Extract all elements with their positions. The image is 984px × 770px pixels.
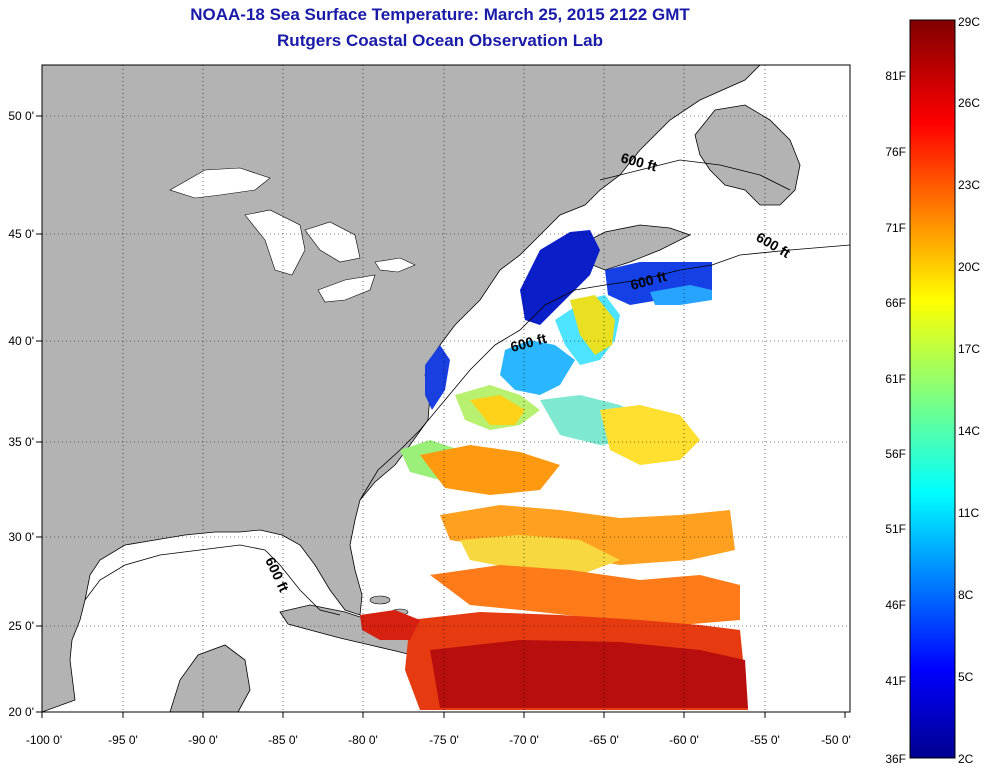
map-frame — [41, 64, 851, 713]
great-lakes — [169, 167, 416, 303]
axis-ticks — [36, 115, 846, 718]
newfoundland — [694, 104, 801, 206]
colorbar-f-label: 71F — [885, 221, 906, 235]
lon-tick-label: -75 0' — [429, 733, 459, 747]
lat-tick-label: 25 0' — [8, 619, 34, 633]
north-america-land — [42, 65, 761, 712]
lon-tick-label: -60 0' — [669, 733, 699, 747]
lon-tick-label: -95 0' — [108, 733, 138, 747]
lon-tick-label: -80 0' — [348, 733, 378, 747]
lat-axis-labels: 50 0' 45 0' 40 0' 35 0' 30 0' 25 0' 20 0… — [8, 109, 34, 719]
lat-tick-label: 45 0' — [8, 227, 34, 241]
lon-tick-label: -65 0' — [589, 733, 619, 747]
colorbar-c-label: 23C — [958, 178, 980, 192]
lon-tick-label: -55 0' — [750, 733, 780, 747]
colorbar-fahrenheit-labels: 81F 76F 71F 66F 61F 56F 51F 46F 41F 36F — [885, 69, 906, 766]
colorbar-f-label: 56F — [885, 447, 906, 461]
colorbar-celsius-labels: 29C 26C 23C 20C 17C 14C 11C 8C 5C 2C — [958, 15, 980, 766]
map-title: NOAA-18 Sea Surface Temperature: March 2… — [190, 5, 690, 24]
colorbar-f-label: 41F — [885, 674, 906, 688]
colorbar-f-label: 51F — [885, 522, 906, 536]
lon-tick-label: -85 0' — [268, 733, 298, 747]
colorbar-f-label: 46F — [885, 598, 906, 612]
colorbar-c-label: 29C — [958, 15, 980, 29]
lon-tick-label: -100 0' — [26, 733, 62, 747]
colorbar-f-label: 36F — [885, 752, 906, 766]
lat-tick-label: 35 0' — [8, 435, 34, 449]
lon-axis-labels: -100 0' -95 0' -90 0' -85 0' -80 0' -75 … — [26, 733, 851, 747]
colorbar — [909, 19, 956, 759]
yucatan — [169, 644, 251, 712]
colorbar-c-label: 2C — [958, 752, 974, 766]
graticule — [42, 65, 850, 712]
lon-tick-label: -50 0' — [821, 733, 851, 747]
colorbar-f-label: 61F — [885, 372, 906, 386]
sst-mid-atlantic — [400, 295, 700, 480]
colorbar-c-label: 14C — [958, 424, 980, 438]
nova-scotia — [579, 224, 692, 271]
lon-tick-label: -90 0' — [188, 733, 218, 747]
lat-tick-label: 50 0' — [8, 109, 34, 123]
colorbar-c-label: 20C — [958, 260, 980, 274]
lat-tick-label: 30 0' — [8, 530, 34, 544]
colorbar-c-label: 8C — [958, 588, 974, 602]
colorbar-f-label: 81F — [885, 69, 906, 83]
colorbar-c-label: 26C — [958, 96, 980, 110]
colorbar-f-label: 66F — [885, 296, 906, 310]
lon-tick-label: -70 0' — [509, 733, 539, 747]
lat-tick-label: 20 0' — [8, 705, 34, 719]
sst-warm-south — [360, 445, 748, 710]
lat-tick-label: 40 0' — [8, 334, 34, 348]
colorbar-c-label: 5C — [958, 670, 974, 684]
colorbar-c-label: 11C — [958, 506, 979, 520]
map-subtitle: Rutgers Coastal Ocean Observation Lab — [277, 31, 603, 50]
colorbar-c-label: 17C — [958, 342, 980, 356]
colorbar-f-label: 76F — [885, 145, 906, 159]
